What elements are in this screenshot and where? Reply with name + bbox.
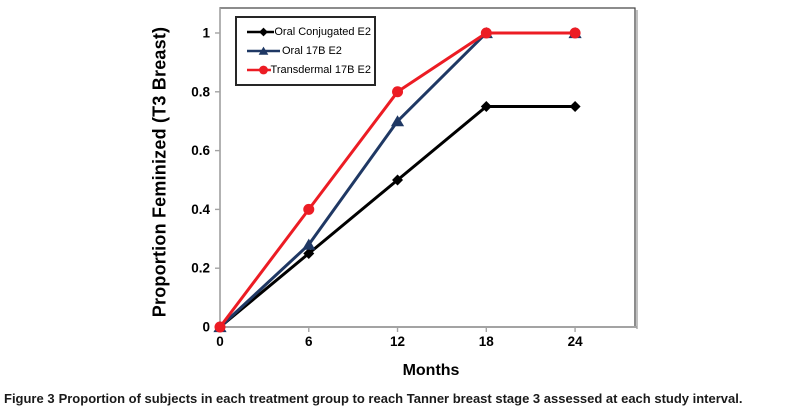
x-axis-title: Months — [402, 362, 460, 379]
series-line — [219, 104, 576, 329]
legend-item-transdermal-17b-e2: Transdermal 17B E2 — [246, 63, 371, 77]
x-tick-label: 6 — [305, 334, 313, 349]
x-tick-label: 18 — [479, 334, 495, 349]
legend-label: Oral Conjugated E2 — [274, 26, 371, 38]
legend-item-oral-17b-e2: Oral 17B E2 — [246, 44, 371, 58]
line-chart: 0 0.2 0.4 0.6 0.8 1 0 6 12 18 24 — [191, 7, 638, 349]
data-point-circle — [569, 27, 581, 39]
y-axis-title: Proportion Feminized (T3 Breast) — [149, 26, 170, 318]
legend-label: Oral 17B E2 — [282, 45, 342, 57]
legend-triangle-icon — [247, 46, 280, 55]
x-tick-label: 24 — [568, 334, 584, 349]
data-point-diamond — [480, 100, 492, 112]
legend-diamond-icon — [247, 27, 275, 37]
data-point-triangle — [302, 238, 316, 250]
y-tick-label: 1 — [202, 25, 210, 40]
figure-caption-text: Proportion of subjects in each treatment… — [58, 391, 743, 406]
data-point-triangle — [390, 115, 405, 127]
y-tick-label: 0.8 — [191, 84, 210, 99]
data-point-circle — [392, 86, 404, 98]
series-oral-conjugated-e2 — [214, 100, 581, 333]
data-point-circle — [303, 203, 315, 215]
x-tick-label: 12 — [390, 334, 405, 349]
legend-marker — [259, 65, 268, 75]
legend-item-oral-conjugated-e2: Oral Conjugated E2 — [246, 25, 371, 39]
data-point-diamond — [392, 174, 404, 186]
series-transdermal-17b-e2 — [214, 27, 581, 333]
legend-circle-icon — [247, 65, 271, 75]
chart-legend: Oral Conjugated E2 Oral 17B E2 Transdermal… — [235, 16, 376, 86]
legend-label: Transdermal 17B E2 — [270, 64, 371, 76]
y-tick-label: 0.4 — [191, 202, 210, 217]
figure-caption: Figure 3 Proportion of subjects in each t… — [4, 391, 794, 406]
data-point-diamond — [569, 100, 581, 112]
x-tick-label: 0 — [216, 334, 224, 349]
y-tick-label: 0 — [202, 320, 210, 335]
y-tick-label: 0.2 — [191, 261, 210, 276]
data-point-diamond — [303, 247, 315, 259]
y-tick-label: 0.6 — [191, 143, 210, 158]
data-point-circle — [480, 27, 492, 39]
legend-marker — [259, 27, 268, 37]
legend-marker — [258, 46, 269, 55]
data-point-circle — [214, 321, 226, 333]
figure-caption-label: Figure 3 — [4, 391, 55, 406]
